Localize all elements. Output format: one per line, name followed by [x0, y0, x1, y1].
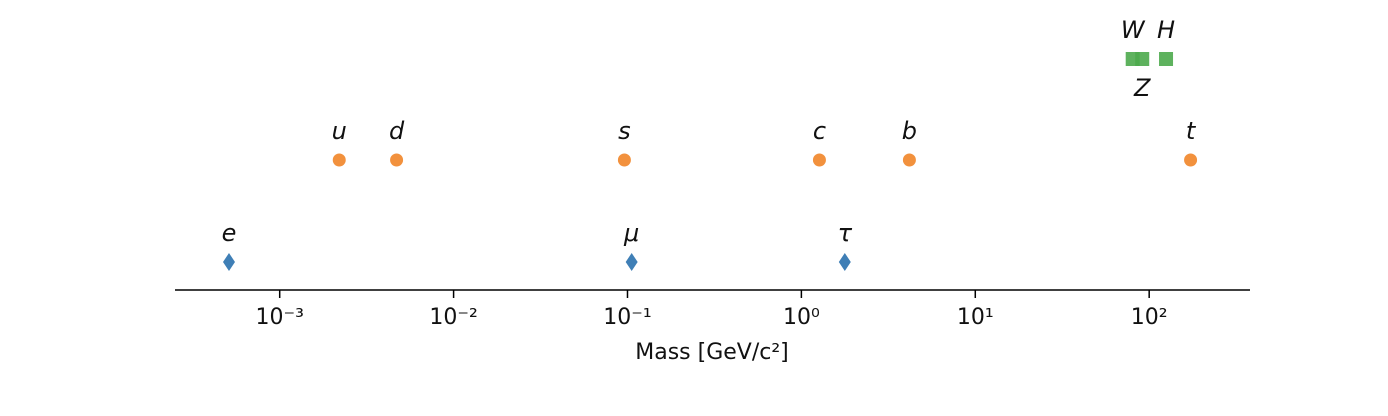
point: [1159, 52, 1174, 66]
point: [1135, 52, 1150, 66]
point-label: Z: [1133, 74, 1151, 102]
point: [812, 153, 826, 167]
point-label: H: [1157, 16, 1175, 44]
x-tick-label: 10²: [1131, 305, 1168, 330]
point-label: W: [1121, 16, 1146, 44]
point-label: b: [902, 117, 917, 145]
point-label: u: [332, 117, 347, 145]
point: [390, 153, 404, 167]
point-label: s: [618, 117, 631, 145]
point: [838, 253, 851, 271]
x-tick-label: 10⁻²: [429, 305, 477, 330]
point: [332, 153, 346, 167]
point-label: t: [1186, 117, 1197, 145]
x-tick-label: 10⁻¹: [603, 305, 651, 330]
x-axis-label: Mass [GeV/c²]: [635, 340, 789, 365]
point-label: c: [813, 117, 826, 145]
point: [1184, 153, 1198, 167]
point-label: τ: [838, 219, 853, 247]
point: [625, 253, 638, 271]
point-label: μ: [623, 219, 639, 247]
x-tick-label: 10¹: [957, 305, 994, 330]
x-tick-label: 10⁻³: [255, 305, 303, 330]
point-label: e: [222, 219, 237, 247]
point: [222, 253, 235, 271]
point: [617, 153, 631, 167]
point: [902, 153, 916, 167]
x-tick-label: 10⁰: [783, 305, 820, 330]
point-label: d: [389, 117, 405, 145]
